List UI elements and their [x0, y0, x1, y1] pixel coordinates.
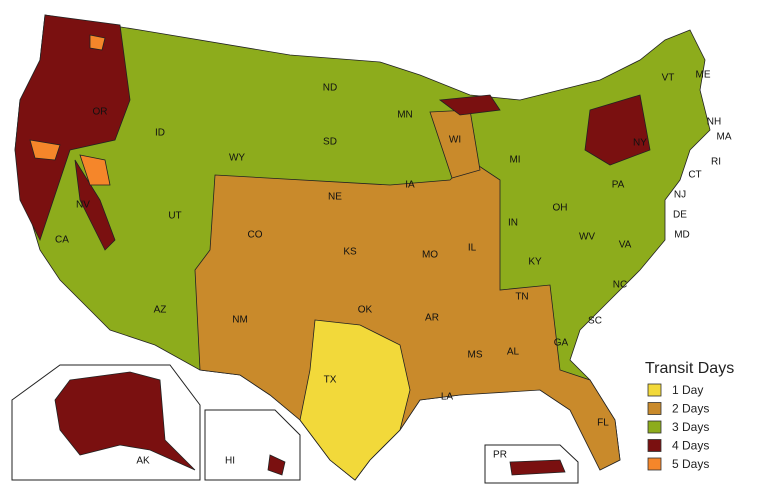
state-label: AK	[136, 456, 150, 467]
state-label: WY	[229, 153, 245, 164]
state-label: MO	[422, 250, 438, 261]
state-label: TN	[515, 292, 528, 303]
state-label: ID	[155, 128, 165, 139]
state-label: NE	[328, 192, 342, 203]
state-label: KS	[343, 247, 357, 258]
state-label: GA	[554, 338, 569, 349]
state-label: PR	[493, 450, 507, 461]
state-labels: OR ND ID WY SD MN WI MI NY VT ME NH MA RI CT PA NJ DE MD IA…	[55, 70, 732, 467]
legend-label: 3 Days	[672, 420, 709, 434]
state-label: OH	[553, 203, 568, 214]
state-label: NH	[707, 117, 721, 128]
region-1-day	[299, 319, 411, 481]
state-label: CO	[248, 230, 263, 241]
legend-label: 2 Days	[672, 402, 709, 416]
legend-swatch	[647, 420, 662, 434]
legend: Transit Days 1 Day 2 Days 3 Days 4 Days 5 Da…	[645, 360, 734, 471]
legend-swatch	[647, 457, 662, 471]
legend-swatch	[647, 383, 662, 397]
alaska-inset-frame	[11, 364, 201, 481]
region-2-days	[194, 159, 621, 481]
state-label: TX	[324, 375, 337, 386]
state-label: VT	[662, 73, 675, 84]
state-label: CA	[55, 235, 69, 246]
state-label: ME	[696, 70, 711, 81]
state-label: WI	[449, 135, 461, 146]
region-4-days	[14, 14, 131, 242]
state-label: VA	[619, 240, 632, 251]
state-label: OK	[358, 305, 373, 316]
state-label: AL	[507, 347, 520, 358]
state-label: MS	[468, 350, 483, 361]
state-label: WV	[579, 232, 595, 243]
state-label: ND	[323, 83, 337, 94]
pr-inset-frame	[484, 444, 579, 484]
state-label: CT	[688, 170, 701, 181]
state-label: MD	[674, 230, 690, 241]
state-label: MA	[717, 132, 732, 143]
state-label: MI	[509, 155, 520, 166]
state-label: NY	[633, 138, 647, 149]
legend-label: 4 Days	[672, 439, 709, 453]
state-label: FL	[597, 418, 609, 429]
hawaii-inset-frame	[204, 409, 301, 481]
legend-label: 5 Days	[672, 457, 709, 471]
state-label: MN	[397, 110, 413, 121]
alaska	[54, 371, 196, 471]
state-label: UT	[168, 211, 181, 222]
state-label: SD	[323, 137, 337, 148]
region-5-days	[89, 34, 106, 51]
state-label: LA	[441, 392, 454, 403]
legend-swatch	[647, 439, 662, 452]
state-label: AZ	[154, 305, 167, 316]
state-label: HI	[225, 456, 235, 467]
state-label: DE	[673, 210, 687, 221]
puerto-rico	[509, 459, 566, 476]
region-4-days	[438, 94, 501, 116]
state-label: NC	[613, 280, 627, 291]
state-label: IL	[468, 243, 477, 254]
state-label: RI	[711, 157, 721, 168]
legend-swatch	[647, 402, 662, 415]
legend-title: Transit Days	[645, 360, 734, 377]
state-label: IN	[508, 218, 518, 229]
legend-label: 1 Day	[672, 383, 703, 397]
state-label: KY	[528, 257, 542, 268]
state-label: NJ	[674, 190, 686, 201]
state-label: NM	[232, 315, 248, 326]
state-label: SC	[588, 316, 602, 327]
hawaii	[267, 454, 286, 476]
state-label: NV	[76, 200, 90, 211]
regions	[11, 14, 711, 484]
region-4-days	[584, 94, 651, 166]
state-label: OR	[93, 107, 108, 118]
state-label: IA	[405, 180, 415, 191]
state-label: PA	[612, 180, 625, 191]
region-5-days	[29, 139, 61, 161]
state-label: AR	[425, 313, 439, 324]
region-4-days	[74, 159, 116, 251]
region-5-days	[79, 154, 111, 186]
